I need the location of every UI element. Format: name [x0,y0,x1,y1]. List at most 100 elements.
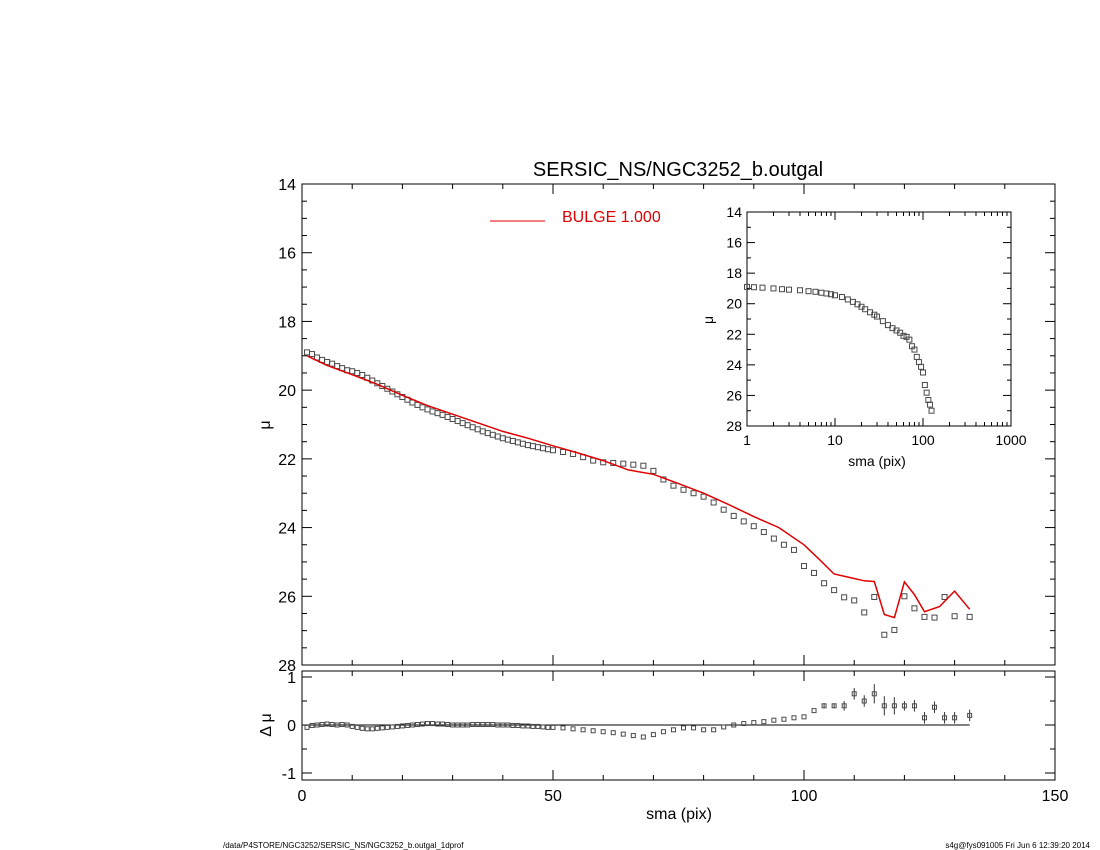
residual-x-axis-label: sma (pix) [646,806,712,823]
residual-data-point [741,721,747,727]
inset-data-point [827,291,834,298]
residual-data-point [374,725,380,731]
inset-data-point [759,284,766,291]
residual-data-point [901,703,907,709]
main-data-point [304,349,311,356]
residual-data-point [419,721,425,727]
main-data-point [489,431,496,438]
main-data-point [911,605,918,612]
residual-data-point [580,727,586,733]
inset-data-point [921,382,928,389]
residual-data-point [409,722,415,728]
inset-data-point [920,369,926,376]
residual-data-point [731,722,737,728]
residual-data-point [691,725,697,731]
residual-y-tick-label: 1 [287,670,296,687]
inset-x-tick-label: 10 [827,432,843,448]
inset-data-point [926,401,933,408]
residual-data-point [791,715,797,721]
inset-x-tick-label: 1000 [995,432,1026,448]
inset-data-point [779,286,786,293]
inset-data-point [900,332,907,339]
residual-data-point [932,704,938,710]
main-data-point [544,446,551,453]
residual-data-point [650,732,656,738]
main-data-point [790,546,797,553]
residual-data-point [921,715,927,721]
inset-data-point [770,285,777,292]
residual-data-point [425,721,430,727]
main-data-point [941,593,948,600]
main-data-point [499,435,506,442]
main-plot-frame [301,183,1056,666]
residual-data-point [630,733,636,739]
main-data-point [891,626,898,633]
inset-data-point [906,336,913,343]
residual-y-tick-label: -1 [282,766,296,783]
residual-data-point [339,722,345,728]
residual-data-point [324,721,330,727]
residual-data-point [455,722,461,728]
residual-data-point [721,724,727,730]
main-data-point [700,493,707,500]
main-data-point [861,609,868,616]
main-data-point [419,404,426,411]
main-data-point [439,411,446,418]
main-data-point [560,448,567,455]
main-data-point [349,368,356,375]
residual-data-point [525,723,531,729]
main-y-tick-label: 16 [278,246,296,263]
main-data-point [539,445,546,452]
residual-data-point [811,708,817,714]
residual-data-point [640,734,646,740]
residual-data-point [942,715,948,721]
inset-data-point [785,286,792,293]
main-data-point [951,613,958,620]
main-data-point [760,529,767,536]
inset-y-tick-label: 28 [726,418,742,434]
main-data-point [354,369,361,376]
residual-data-point [349,723,355,729]
residual-data-point [711,727,717,733]
main-data-point [534,444,541,451]
main-data-point [770,535,777,542]
chart-title: SERSIC_NS/NGC3252_b.outgal [533,159,823,181]
main-y-axis-label: μ [257,420,274,429]
inset-data-point [884,322,891,329]
main-data-point [966,613,973,620]
residual-data-point [620,731,626,737]
main-data-point [464,422,471,429]
inset-data-point [897,329,904,336]
residual-data-point [450,722,456,728]
residual-data-point [430,721,436,727]
main-y-tick-label: 18 [278,314,296,331]
residual-data-point [359,725,365,731]
residual-data-point [304,724,310,730]
main-data-point [484,430,491,437]
residual-x-tick-label: 150 [1042,788,1069,805]
main-data-point [509,437,516,444]
residual-data-point [445,722,451,728]
residual-data-point [891,703,897,709]
residual-data-point [414,722,420,728]
residual-data-point [435,721,441,727]
bulge-model-line [306,355,971,619]
inset-data-point [918,363,925,370]
inset-data-point [862,306,869,313]
residual-data-point [530,723,536,729]
main-data-point [841,594,848,601]
inset-y-tick-label: 16 [726,235,742,251]
inset-data-point [805,288,812,295]
main-data-point [680,486,687,493]
inset-data-point [832,292,838,299]
residual-y-axis-label: Δ μ [258,713,275,736]
inset-y-tick-label: 24 [726,357,742,373]
residual-data-point [771,717,777,723]
residual-data-point [570,726,576,732]
residual-data-point [505,722,511,728]
main-data-point [324,358,331,365]
residual-data-point [394,723,400,729]
residual-data-point [831,703,837,709]
inset-y-tick-label: 14 [726,204,742,220]
